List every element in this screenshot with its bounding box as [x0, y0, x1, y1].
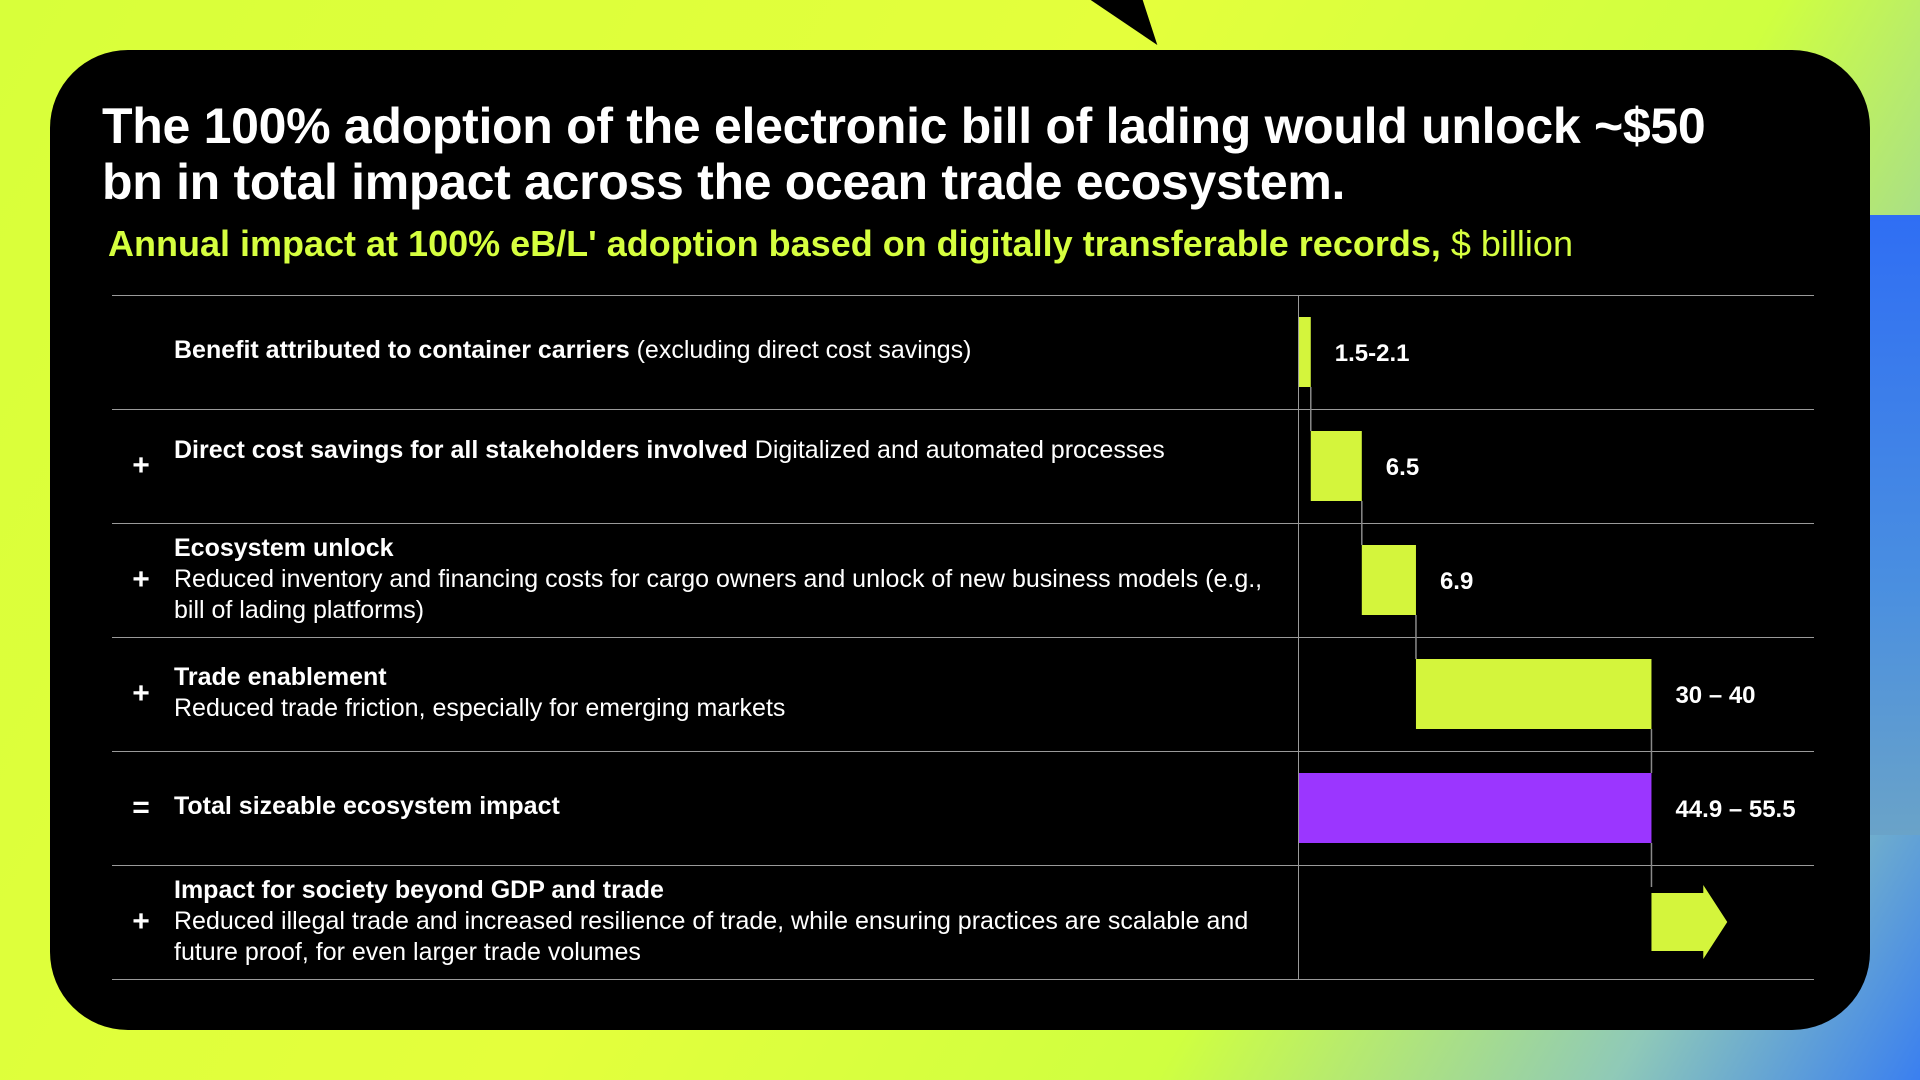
waterfall-bar	[1299, 317, 1311, 387]
data-label: 30 – 40	[1675, 682, 1755, 709]
row-detail: Reduced inventory and financing costs fo…	[174, 565, 1263, 624]
row-divider	[112, 523, 1814, 524]
row-description: Ecosystem unlock Reduced inventory and f…	[174, 533, 1264, 626]
slide-card: The 100% adoption of the electronic bill…	[50, 50, 1870, 1030]
corner-decoration	[1090, 0, 1158, 45]
row-detail: (excluding direct cost savings)	[636, 336, 972, 364]
data-label: 1.5-2.1	[1335, 340, 1410, 367]
data-label: 6.5	[1386, 454, 1419, 481]
column-divider	[1298, 295, 1299, 980]
row-divider	[112, 865, 1814, 866]
row-divider	[112, 979, 1814, 980]
row-divider	[112, 295, 1814, 296]
chart-subtitle: Annual impact at 100% eB/L' adoption bas…	[108, 222, 1573, 266]
row-detail: Reduced illegal trade and increased resi…	[174, 907, 1249, 966]
row-description: Trade enablement Reduced trade friction,…	[174, 662, 1264, 724]
row-operator: +	[132, 563, 150, 596]
row-title: Benefit attributed to container carriers	[174, 336, 630, 364]
row-description: Total sizeable ecosystem impact	[174, 791, 1264, 822]
row-description: Impact for society beyond GDP and trade …	[174, 875, 1264, 968]
row-title: Impact for society beyond GDP and trade	[174, 876, 664, 904]
waterfall-bar	[1299, 773, 1652, 843]
row-description: Direct cost savings for all stakeholders…	[174, 435, 1264, 466]
row-operator: +	[132, 449, 150, 482]
unit-label: $ billion	[1450, 223, 1573, 264]
page-title: The 100% adoption of the electronic bill…	[102, 98, 1706, 210]
waterfall-bar	[1310, 431, 1362, 501]
row-divider	[112, 751, 1814, 752]
waterfall-arrow	[1651, 885, 1728, 959]
row-title: Direct cost savings for all stakeholders…	[174, 436, 748, 464]
row-title: Trade enablement	[174, 663, 387, 691]
data-label: 6.9	[1440, 568, 1473, 595]
row-operator: +	[132, 905, 150, 938]
subtitle-text: Annual impact at 100% eB/L' adoption bas…	[108, 223, 1441, 264]
row-divider	[112, 409, 1814, 410]
row-title: Total sizeable ecosystem impact	[174, 792, 560, 820]
row-title: Ecosystem unlock	[174, 534, 394, 562]
waterfall-chart: 1.5-2.1 6.5 6.9 30 – 40 44.9 – 55.5	[1299, 317, 1796, 959]
waterfall-bar	[1361, 545, 1416, 615]
row-operator: =	[132, 791, 150, 824]
row-divider	[112, 637, 1814, 638]
row-detail: Digitalized and automated processes	[754, 436, 1165, 464]
waterfall-bar	[1415, 659, 1652, 729]
row-detail: Reduced trade friction, especially for e…	[174, 694, 786, 722]
row-description: Benefit attributed to container carriers…	[174, 335, 1264, 366]
impact-table: Benefit attributed to container carriers…	[112, 295, 1814, 1030]
data-label: 44.9 – 55.5	[1675, 796, 1795, 823]
row-operator: +	[132, 677, 150, 710]
background-accent	[1860, 215, 1920, 835]
